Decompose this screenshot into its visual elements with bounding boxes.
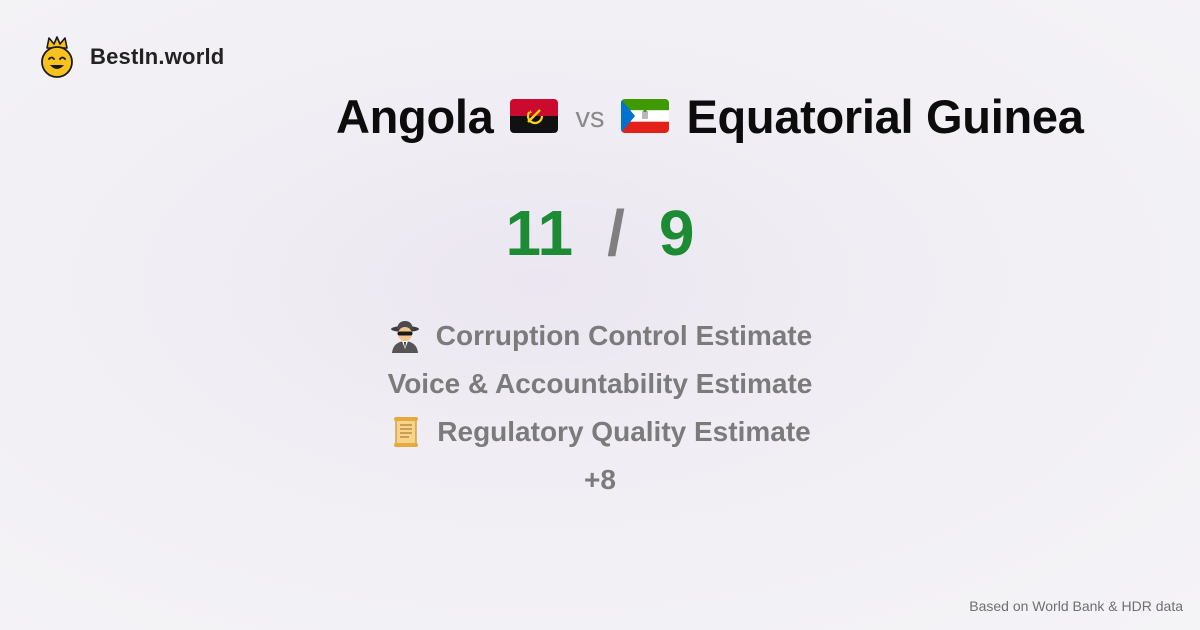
- comparison-title: Angola vs Equatorial Guinea: [336, 86, 1084, 146]
- country-a-name: Angola: [336, 89, 494, 143]
- angola-flag-icon: [510, 99, 559, 133]
- score-separator: /: [607, 197, 625, 269]
- country-b-name: Equatorial Guinea: [686, 89, 1084, 143]
- metric-voice-accountability: Voice & Accountability Estimate: [388, 360, 813, 408]
- metrics-list: Corruption Control Estimate Voice & Acco…: [0, 312, 1200, 504]
- scroll-icon: [394, 417, 419, 447]
- country-b-score: 9: [658, 197, 695, 269]
- equatorial-guinea-flag-icon: [621, 99, 670, 133]
- metric-label: Voice & Accountability Estimate: [387, 368, 813, 399]
- score-row: 11 / 9: [0, 196, 1200, 270]
- brand[interactable]: BestIn.world: [38, 36, 224, 78]
- metric-label: Regulatory Quality Estimate: [437, 416, 811, 447]
- metric-regulatory-quality: Regulatory Quality Estimate: [389, 408, 811, 456]
- brand-name: BestIn.world: [90, 44, 225, 69]
- data-source-note: Based on World Bank & HDR data: [969, 598, 1183, 614]
- spy-icon: [390, 321, 419, 353]
- crowned-smiley-icon: [41, 36, 73, 78]
- more-metrics-count: +8: [584, 464, 616, 495]
- vs-label: vs: [575, 101, 605, 134]
- metric-label: Corruption Control Estimate: [435, 320, 813, 351]
- country-a-score: 11: [505, 197, 574, 269]
- metric-corruption-control: Corruption Control Estimate: [388, 312, 812, 360]
